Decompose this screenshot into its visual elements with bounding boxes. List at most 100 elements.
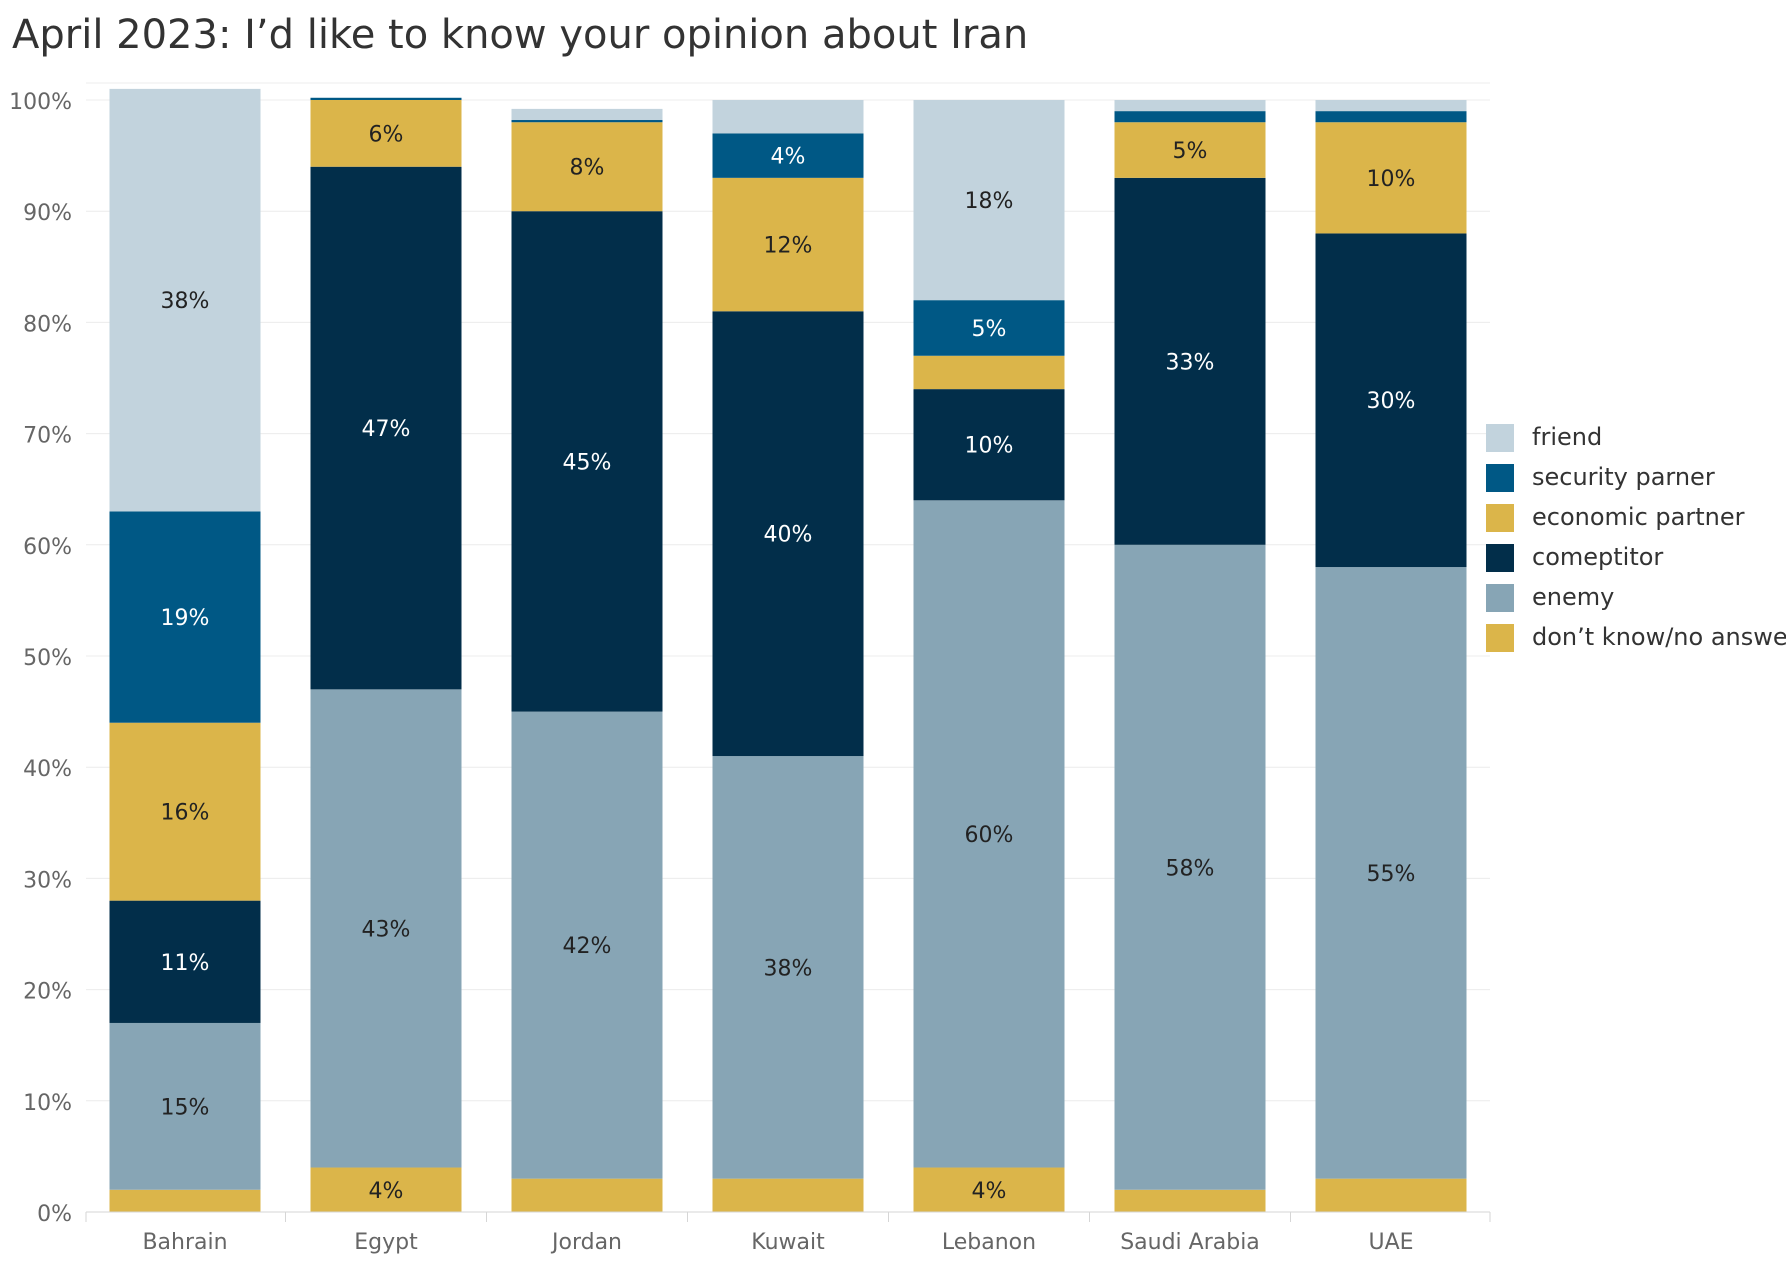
bar-segment [712,100,864,134]
bar-segment [712,133,864,178]
legend-item: friend [1486,418,1786,458]
data-label: 10% [965,434,1014,459]
data-label: 11% [161,951,210,976]
bar-segment [511,1178,663,1212]
bar-segment [1114,111,1266,123]
data-label: 5% [972,317,1007,342]
legend: friend security parner economic partner com… [1486,418,1786,658]
y-tick-label: 70% [23,424,72,449]
bar-segment [913,300,1065,356]
bar-segment [109,722,261,901]
data-label: 19% [161,606,210,631]
bar-segment [913,355,1065,390]
legend-label: don’t know/no answer [1532,623,1786,651]
bar-segment [511,711,663,1179]
bar-segment [1114,1189,1266,1212]
data-label: 8% [570,156,605,181]
bar-segment [1315,567,1467,1179]
bar-segment [913,100,1065,301]
bar-segment [1315,111,1467,123]
data-label: 10% [1367,167,1416,192]
x-axis: Bahrain Egypt Jordan Kuwait Lebanon Saudi Ara… [85,1211,1491,1255]
x-tick-label: Bahrain [142,1230,227,1255]
bar-segment [109,900,261,1023]
data-label: 60% [965,823,1014,848]
bar-segment [712,756,864,1179]
bar-segment [109,511,261,723]
y-axis: 0% 10% 20% 30% 40% 50% 60% 70% 80% 90% 100% [9,90,72,1227]
legend-label: friend [1532,423,1603,451]
bar-segment [712,311,864,757]
data-label: 4% [771,145,806,170]
y-tick-label: 10% [23,1091,72,1116]
data-label: 12% [764,234,813,259]
bar-segment [712,1178,864,1212]
data-label: 43% [362,917,411,942]
data-label: 47% [362,417,411,442]
legend-swatch [1486,464,1514,492]
bar-segment [1114,177,1266,545]
data-label: 4% [972,1179,1007,1204]
data-label: 38% [161,289,210,314]
legend-item: security parner [1486,458,1786,498]
x-tick-label: Kuwait [751,1230,825,1255]
data-label: 42% [563,934,612,959]
bar-segment [109,1022,261,1190]
data-label: 30% [1367,389,1416,414]
data-label: 15% [161,1095,210,1120]
legend-item: economic partner [1486,498,1786,538]
data-label: 18% [965,189,1014,214]
data-label: 45% [563,450,612,475]
x-tick-label: UAE [1368,1230,1413,1255]
y-tick-label: 20% [23,980,72,1005]
y-tick-label: 60% [23,535,72,560]
data-label: 40% [764,523,813,548]
bar-segment [1114,122,1266,178]
y-tick-label: 40% [23,757,72,782]
legend-swatch [1486,504,1514,532]
bar-segment [511,108,663,121]
x-tick-label: Egypt [354,1230,418,1255]
data-label: 38% [764,956,813,981]
bar-segment [1315,1178,1467,1212]
y-tick-label: 50% [23,646,72,671]
bar-segment [1114,544,1266,1190]
y-tick-label: 100% [9,90,72,115]
bar-segment [310,97,462,100]
data-label: 6% [369,122,404,147]
y-tick-label: 0% [37,1202,72,1227]
data-label: 4% [369,1179,404,1204]
bar-segment [1315,100,1467,112]
legend-label: security parner [1532,463,1715,491]
bar-segment [511,211,663,712]
data-labels: 15% 11% 16% 19% 38% 4% 43% 47% 6% 42% 45% 8% 38% 40% 1… [161,122,1416,1203]
bars [109,88,1467,1212]
x-tick-label: Saudi Arabia [1120,1230,1260,1255]
bar-segment [1315,233,1467,568]
bar-segment [109,1189,261,1212]
y-tick-label: 30% [23,868,72,893]
bar-segment [1315,122,1467,234]
chart-title: April 2023: I’d like to know your opinio… [12,12,1029,58]
y-tick-label: 80% [23,312,72,337]
bar-segment [913,389,1065,501]
data-label: 16% [161,801,210,826]
bar-segment [310,1167,462,1212]
legend-item: comeptitor [1486,538,1786,578]
bar-segment [511,120,663,123]
bar-segment [310,166,462,690]
legend-label: enemy [1532,583,1615,611]
legend-item: enemy [1486,578,1786,618]
bar-segment [109,88,261,512]
legend-swatch [1486,624,1514,652]
legend-item: don’t know/no answer [1486,618,1786,658]
bar-segment [712,177,864,312]
legend-swatch [1486,424,1514,452]
bar-segment [511,122,663,212]
bar-segment [310,689,462,1168]
legend-swatch [1486,584,1514,612]
bar-segment [1114,100,1266,112]
bar-segment [913,500,1065,1168]
legend-label: comeptitor [1532,543,1664,571]
